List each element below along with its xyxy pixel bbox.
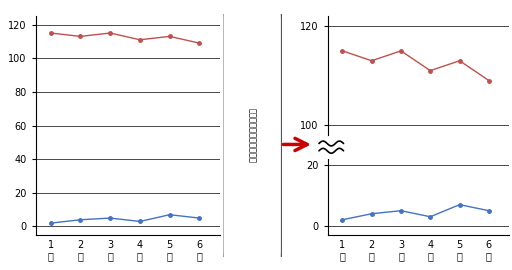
FancyBboxPatch shape [223, 6, 282, 264]
Text: とちゅうをしょうりゃく: とちゅうをしょうりゃく [248, 107, 257, 163]
